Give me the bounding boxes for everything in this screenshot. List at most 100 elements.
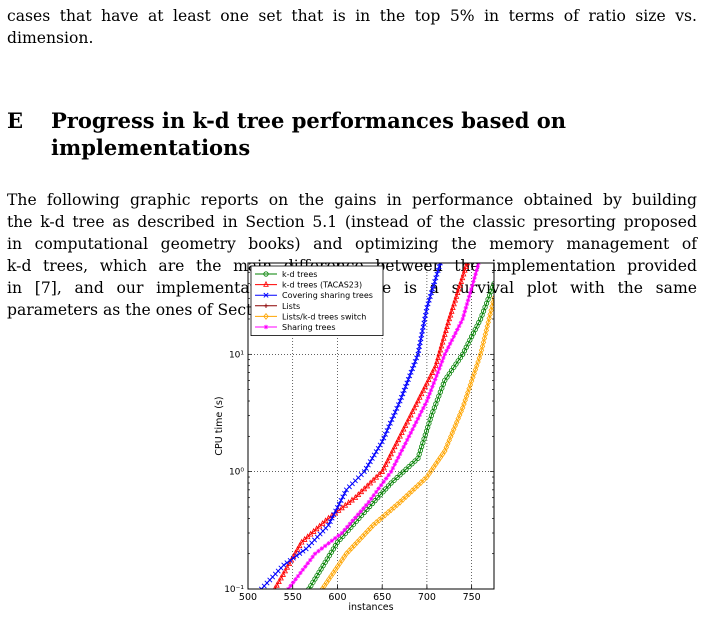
y-tick-label: 10⁰ — [229, 468, 244, 478]
data-point — [342, 490, 348, 496]
data-point — [397, 498, 403, 506]
data-point — [386, 424, 392, 430]
data-point — [465, 298, 471, 303]
data-point — [407, 373, 413, 379]
data-point — [363, 465, 369, 471]
data-point — [263, 292, 269, 298]
data-point — [371, 452, 377, 458]
data-point — [438, 342, 445, 349]
legend-box — [250, 265, 384, 336]
data-point — [410, 427, 415, 432]
data-point — [391, 413, 397, 419]
data-point — [403, 466, 409, 472]
data-point — [446, 345, 451, 350]
data-point — [382, 460, 389, 467]
data-point — [453, 330, 458, 336]
data-point — [438, 362, 443, 368]
data-point — [403, 441, 408, 446]
data-point — [480, 338, 487, 346]
data-point — [385, 483, 392, 489]
data-point — [443, 326, 449, 333]
data-point — [418, 336, 424, 342]
data-point — [437, 263, 443, 266]
data-point — [369, 455, 375, 461]
legend-label: Sharing trees — [282, 323, 336, 332]
data-point — [434, 271, 440, 277]
data-point — [417, 412, 422, 418]
data-point — [391, 443, 398, 450]
data-point — [284, 560, 290, 566]
data-point — [387, 420, 393, 426]
data-point — [371, 493, 376, 498]
data-point — [370, 521, 376, 529]
data-point — [416, 344, 422, 350]
data-point — [376, 470, 383, 477]
data-point — [431, 365, 437, 372]
x-tick-label: 600 — [328, 592, 346, 603]
data-point — [350, 518, 355, 523]
data-point — [394, 458, 399, 464]
data-point — [446, 315, 453, 322]
data-point — [442, 352, 447, 357]
data-point — [425, 301, 431, 307]
data-point — [421, 320, 427, 326]
data-point — [358, 488, 365, 495]
data-point — [413, 420, 419, 425]
data-point — [434, 373, 439, 379]
data-point — [428, 388, 434, 393]
data-point — [464, 301, 470, 307]
data-point — [351, 541, 358, 549]
legend-label: Covering sharing trees — [282, 291, 373, 300]
data-point — [298, 570, 303, 576]
data-point — [447, 311, 454, 318]
data-point — [435, 370, 441, 375]
data-point — [263, 303, 269, 308]
data-point — [425, 376, 432, 383]
data-point — [436, 264, 442, 270]
data-point — [459, 274, 466, 281]
data-point — [412, 458, 418, 464]
data-point — [483, 326, 490, 334]
data-point — [458, 277, 465, 284]
data-point — [409, 461, 415, 467]
data-point — [423, 308, 429, 315]
data-point — [400, 469, 406, 475]
data-point — [462, 309, 468, 314]
data-point — [369, 496, 374, 501]
data-point — [395, 436, 402, 443]
data-point — [432, 279, 438, 285]
data-point — [433, 361, 439, 368]
data-point — [359, 533, 366, 541]
data-point — [411, 362, 417, 368]
data-point — [464, 263, 470, 266]
data-point — [398, 394, 404, 400]
text-line: in computational geometry books) and opt… — [7, 235, 697, 253]
data-point — [290, 555, 296, 561]
data-point — [474, 268, 479, 273]
text-line: The following graphic reports on the gai… — [7, 191, 697, 209]
data-point — [381, 464, 387, 471]
data-point — [352, 493, 359, 500]
data-point — [334, 504, 340, 511]
data-point — [392, 462, 397, 467]
data-point — [370, 476, 377, 483]
data-point — [282, 567, 288, 574]
plot-frame — [247, 262, 495, 590]
data-point — [408, 430, 414, 435]
data-point — [437, 346, 444, 353]
data-point — [303, 564, 308, 569]
series-group — [258, 263, 494, 589]
data-point — [478, 346, 485, 354]
data-point — [415, 397, 421, 404]
data-point — [427, 372, 434, 379]
data-point — [394, 474, 400, 481]
data-point — [431, 380, 436, 386]
data-point — [312, 551, 318, 556]
data-point — [426, 297, 432, 303]
data-point — [294, 553, 300, 559]
data-point — [441, 355, 446, 361]
data-point — [383, 476, 389, 481]
data-point — [310, 554, 315, 560]
data-point — [406, 414, 412, 421]
data-point — [437, 366, 442, 371]
